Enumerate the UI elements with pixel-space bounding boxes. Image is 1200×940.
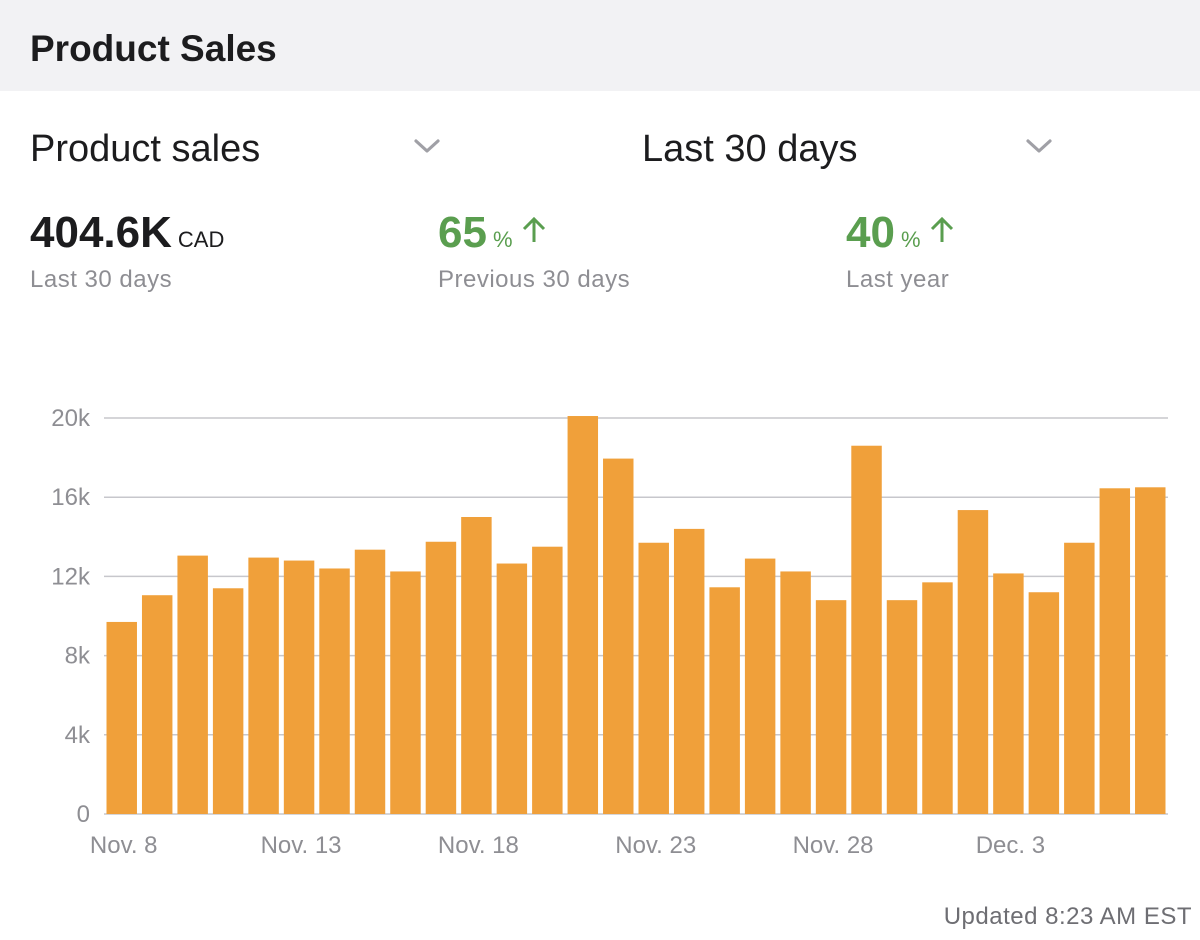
bar-nov-10 xyxy=(177,555,208,814)
bar-nov-19 xyxy=(496,563,528,814)
x-axis-ticks: Nov. 8 Nov. 13 Nov. 18 Nov. 23 Nov. 28 Dec. 3 xyxy=(90,832,1045,859)
bar-nov-28 xyxy=(815,600,847,814)
total-sales-caption: Last 30 days xyxy=(30,266,173,293)
y-tick-label: 8k xyxy=(65,643,91,670)
x-tick-label: Nov. 28 xyxy=(793,832,874,859)
bar-nov-18 xyxy=(461,517,492,814)
percent-unit: % xyxy=(492,227,513,252)
arrow-up-icon xyxy=(930,216,954,242)
bar-nov-16 xyxy=(390,571,421,814)
y-axis-ticks: 0 4k 8k 12k 16k 20k xyxy=(51,405,91,828)
chart-gridlines xyxy=(104,417,1168,815)
metric-dropdown-value: Product sales xyxy=(30,128,261,170)
arrow-up-icon xyxy=(522,216,546,242)
bar-nov-9 xyxy=(141,595,173,814)
bar-nov-23 xyxy=(638,542,669,814)
x-tick-label: Nov. 8 xyxy=(90,832,158,859)
x-tick-label: Nov. 13 xyxy=(261,832,342,859)
y-tick-label: 20k xyxy=(51,405,91,432)
bar-dec-4 xyxy=(1028,592,1060,814)
page-header: Product Sales xyxy=(0,0,1200,91)
stat-previous-period: 65% Previous 30 days xyxy=(438,208,630,294)
bar-nov-20 xyxy=(532,546,563,814)
year-change-value: 40 xyxy=(846,208,895,257)
last-updated-text: Updated 8:23 AM EST xyxy=(943,903,1192,930)
currency-unit: CAD xyxy=(177,227,225,252)
x-tick-label: Dec. 3 xyxy=(976,832,1045,859)
stat-total-sales: 404.6K CAD Last 30 days xyxy=(30,208,224,294)
chart-bars xyxy=(106,416,1166,814)
total-sales-value: 404.6K xyxy=(30,208,172,257)
x-tick-label: Nov. 23 xyxy=(615,832,696,859)
bar-nov-11 xyxy=(212,588,244,814)
bar-nov-13 xyxy=(283,560,315,814)
y-tick-label: 16k xyxy=(51,484,91,511)
bar-nov-21 xyxy=(567,416,599,814)
page-title: Product Sales xyxy=(30,28,277,69)
y-tick-label: 4k xyxy=(65,722,91,749)
bar-nov-15 xyxy=(354,549,386,814)
bar-nov-29 xyxy=(851,445,882,814)
bar-nov-26 xyxy=(744,558,776,814)
bar-dec-7 xyxy=(1135,487,1166,814)
bar-dec-3 xyxy=(993,573,1024,814)
bar-dec-2 xyxy=(957,510,989,814)
previous-change-value: 65 xyxy=(438,208,487,257)
bar-nov-12 xyxy=(248,557,279,814)
bar-dec-1 xyxy=(922,582,953,814)
chevron-down-icon xyxy=(414,139,440,153)
bar-dec-6 xyxy=(1099,488,1131,814)
x-tick-label: Nov. 18 xyxy=(438,832,519,859)
year-change-caption: Last year xyxy=(846,266,950,293)
previous-change-caption: Previous 30 days xyxy=(438,266,631,293)
percent-unit: % xyxy=(900,227,921,252)
date-range-dropdown[interactable]: Last 30 days xyxy=(642,118,1062,180)
date-range-dropdown-value: Last 30 days xyxy=(642,128,858,170)
bar-nov-24 xyxy=(673,528,705,814)
bar-nov-27 xyxy=(780,571,811,814)
bar-nov-14 xyxy=(319,568,350,814)
bar-nov-30 xyxy=(886,600,918,814)
bar-nov-22 xyxy=(603,458,634,814)
bar-nov-17 xyxy=(425,541,457,814)
bar-dec-5 xyxy=(1064,542,1095,814)
bar-nov-25 xyxy=(709,587,740,814)
stat-last-year: 40% Last year xyxy=(846,208,957,294)
y-tick-label: 0 xyxy=(77,801,90,828)
bar-nov-8 xyxy=(106,621,137,814)
chevron-down-icon xyxy=(1026,139,1052,153)
y-tick-label: 12k xyxy=(51,563,91,590)
metric-dropdown[interactable]: Product sales xyxy=(30,118,450,180)
